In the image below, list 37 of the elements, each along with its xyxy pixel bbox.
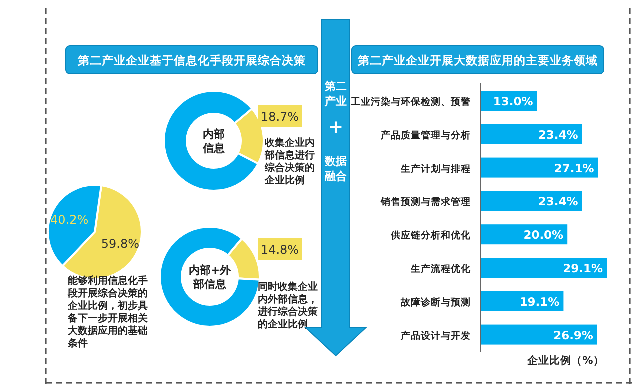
text: 内部+外部信息 [188, 264, 232, 291]
text: 第二产业 [324, 80, 347, 108]
y-tick-label: 工业污染与环保检测、预警 [350, 96, 471, 108]
data-label: 23.4% [538, 128, 579, 142]
y-tick-label: 销售预测与需求管理 [380, 196, 471, 208]
y-tick-label: 故障诊断与预测 [400, 296, 471, 308]
bar [481, 324, 598, 345]
data-label: 26.9% [554, 328, 594, 342]
data-label: 59.8% [101, 237, 140, 252]
data-label: 19.1% [520, 294, 560, 309]
chart-title: 第二产业企业基于信息化手段开展综合决策 [77, 54, 306, 68]
text: + [328, 117, 344, 138]
text: 同时收集企业内外部信息，进行综合决策的企业比例 [257, 281, 319, 330]
data-label: 20.0% [524, 228, 564, 242]
bar [481, 258, 608, 278]
text: 收集企业内部信息进行综合决策的企业比例 [264, 137, 315, 186]
y-tick-label: 供应链分析和优化 [390, 230, 472, 242]
text: 数据融合 [324, 155, 348, 183]
bar [481, 124, 582, 144]
data-label: 29.1% [563, 262, 604, 276]
text: 能够利用信息化手段开展综合决策的企业比例，初步具备下一步开展相关大数据应用的基础条件 [67, 275, 149, 350]
bar [481, 191, 582, 212]
data-label: 14.8% [260, 243, 300, 257]
y-tick-label: 产品质量管理与分析 [380, 129, 471, 142]
bar [481, 291, 564, 312]
y-tick-label: 生产计划与排程 [400, 162, 471, 175]
data-label: 27.1% [554, 161, 595, 176]
chart-title: 第二产业企业开展大数据应用的主要业务领域 [357, 54, 598, 68]
data-label: 18.7% [260, 110, 300, 124]
text: 内部信息 [202, 128, 226, 155]
data-label: 23.4% [538, 194, 579, 209]
bar [481, 158, 598, 178]
y-tick-label: 产品设计与开发 [400, 330, 471, 342]
data-label: 40.2% [50, 212, 89, 227]
y-tick-label: 生产流程优化 [410, 263, 472, 275]
data-label: 13.0% [493, 94, 534, 108]
x-axis-title: 企业比例（%） [526, 354, 604, 367]
